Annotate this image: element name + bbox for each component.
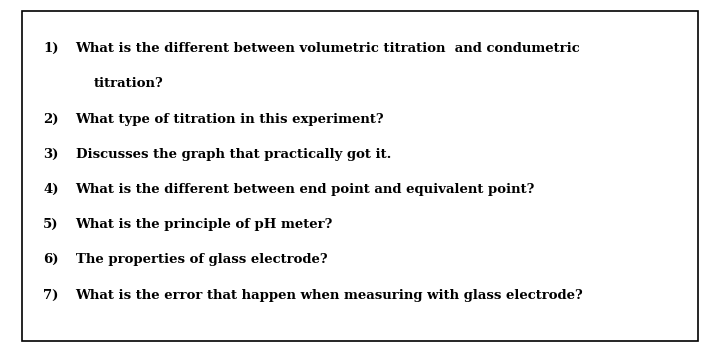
- Text: What type of titration in this experiment?: What type of titration in this experimen…: [76, 113, 384, 126]
- Text: titration?: titration?: [94, 77, 163, 90]
- Text: 6): 6): [43, 253, 59, 266]
- Text: 5): 5): [43, 218, 59, 231]
- Text: The properties of glass electrode?: The properties of glass electrode?: [76, 253, 327, 266]
- Text: Discusses the graph that practically got it.: Discusses the graph that practically got…: [76, 148, 391, 161]
- Text: 2): 2): [43, 113, 59, 126]
- Text: What is the principle of pH meter?: What is the principle of pH meter?: [76, 218, 333, 231]
- Text: 1): 1): [43, 42, 59, 55]
- Text: What is the error that happen when measuring with glass electrode?: What is the error that happen when measu…: [76, 289, 583, 302]
- Text: 3): 3): [43, 148, 58, 161]
- Text: What is the different between end point and equivalent point?: What is the different between end point …: [76, 183, 535, 196]
- Text: 4): 4): [43, 183, 59, 196]
- Text: 7): 7): [43, 289, 58, 302]
- Text: What is the different between volumetric titration  and condumetric: What is the different between volumetric…: [76, 42, 580, 55]
